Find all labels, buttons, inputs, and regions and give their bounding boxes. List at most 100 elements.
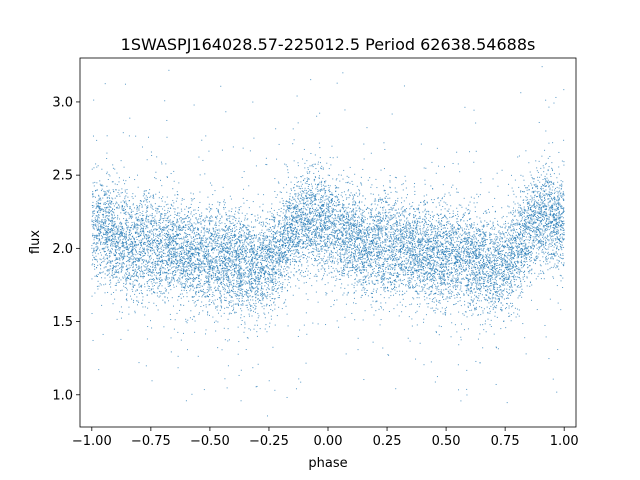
data-point <box>512 272 514 274</box>
data-point <box>281 260 283 262</box>
data-point <box>480 267 482 269</box>
data-point <box>425 223 427 225</box>
data-point <box>140 251 142 253</box>
data-point <box>326 208 328 210</box>
data-point <box>427 226 429 228</box>
data-point <box>245 245 247 247</box>
data-point <box>217 201 219 203</box>
data-point <box>535 211 537 213</box>
data-point <box>247 256 249 258</box>
data-point <box>291 214 293 216</box>
data-point <box>341 223 343 225</box>
data-point <box>370 275 372 277</box>
data-point <box>199 286 201 288</box>
data-point <box>187 269 189 271</box>
data-point <box>220 302 222 304</box>
data-point <box>371 281 373 283</box>
data-point <box>452 162 454 164</box>
data-point <box>278 270 280 272</box>
data-point <box>283 233 285 235</box>
data-point <box>496 235 498 237</box>
data-point <box>442 282 444 284</box>
data-point <box>311 285 313 287</box>
data-point <box>148 261 150 263</box>
data-point <box>160 235 162 237</box>
data-point <box>197 234 199 236</box>
data-point <box>454 297 456 299</box>
data-point <box>375 252 377 254</box>
data-point <box>355 228 357 230</box>
data-point <box>329 243 331 245</box>
data-point <box>424 215 426 217</box>
data-point <box>97 217 99 219</box>
data-point <box>211 220 213 222</box>
data-point <box>273 237 275 239</box>
data-point <box>238 267 240 269</box>
data-point <box>136 205 138 207</box>
data-point <box>214 256 216 258</box>
data-point <box>482 248 484 250</box>
data-point <box>244 239 246 241</box>
data-point <box>500 258 502 260</box>
data-point <box>92 191 94 193</box>
data-point <box>356 284 358 286</box>
data-point <box>244 275 246 277</box>
data-point <box>478 228 480 230</box>
data-point <box>121 241 123 243</box>
data-point <box>284 225 286 227</box>
data-point <box>433 228 435 230</box>
data-point <box>268 250 270 252</box>
data-point <box>560 192 562 194</box>
data-point <box>230 283 232 285</box>
data-point <box>456 151 458 153</box>
data-point <box>314 259 316 261</box>
data-point <box>549 189 551 191</box>
data-point <box>335 268 337 270</box>
data-point <box>442 263 444 265</box>
data-point <box>242 226 244 228</box>
data-point <box>437 237 439 239</box>
data-point <box>224 258 226 260</box>
data-point <box>228 226 230 228</box>
data-point <box>342 241 344 243</box>
data-point <box>290 188 292 190</box>
data-point <box>465 251 467 253</box>
data-point <box>138 362 140 364</box>
data-point <box>269 250 271 252</box>
data-point <box>103 203 105 205</box>
data-point <box>546 260 548 262</box>
data-point <box>293 228 295 230</box>
data-point <box>332 228 334 230</box>
data-point <box>418 261 420 263</box>
data-point <box>139 248 141 250</box>
data-point <box>385 229 387 231</box>
data-point <box>430 293 432 295</box>
data-point <box>156 282 158 284</box>
data-point <box>109 228 111 230</box>
data-point <box>161 251 163 253</box>
data-point <box>250 273 252 275</box>
data-point <box>454 246 456 248</box>
data-point <box>152 240 154 242</box>
data-point <box>483 297 485 299</box>
data-point <box>553 218 555 220</box>
data-point <box>425 167 427 169</box>
data-point <box>301 183 303 185</box>
data-point <box>142 224 144 226</box>
data-point <box>370 216 372 218</box>
data-point <box>207 254 209 256</box>
data-point <box>252 307 254 309</box>
data-point <box>555 187 556 189</box>
data-point <box>544 199 546 201</box>
data-point <box>321 245 323 247</box>
data-point <box>359 237 361 239</box>
data-point <box>150 204 152 206</box>
data-point <box>524 254 526 256</box>
data-point <box>402 263 404 265</box>
data-point <box>271 292 273 294</box>
data-point <box>219 202 221 204</box>
data-point <box>315 232 317 234</box>
data-point <box>514 224 516 226</box>
data-point <box>524 224 526 226</box>
data-point <box>337 258 339 260</box>
